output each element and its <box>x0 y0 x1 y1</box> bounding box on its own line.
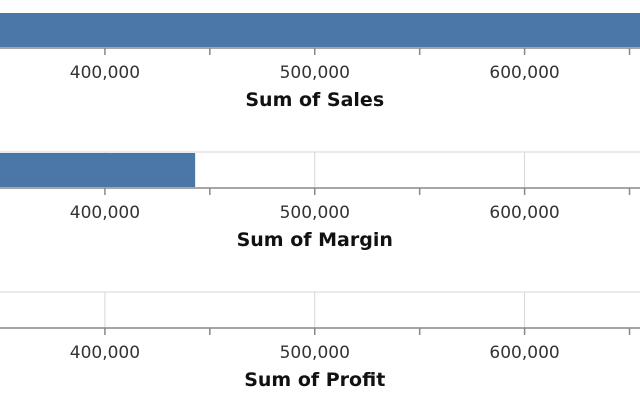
profit-panel: 400,000 500,000 600,000 Sum of Profit <box>0 291 640 391</box>
margin-tick-label-2: 600,000 <box>489 203 559 223</box>
profit-grid <box>0 291 640 328</box>
sales-panel: 400,000 500,000 600,000 Sum of Sales <box>0 13 640 111</box>
sales-axis-title: Sum of Sales <box>245 89 384 111</box>
sales-tick-label-0: 400,000 <box>70 63 140 83</box>
profit-ticks <box>104 328 631 335</box>
profit-tick-label-1: 500,000 <box>280 343 350 363</box>
margin-tick-label-0: 400,000 <box>70 203 140 223</box>
sales-tick-label-1: 500,000 <box>280 63 350 83</box>
sales-bar[interactable] <box>0 13 640 47</box>
margin-axis-title: Sum of Margin <box>237 229 393 251</box>
profit-tick-label-2: 600,000 <box>489 343 559 363</box>
margin-tick-label-1: 500,000 <box>280 203 350 223</box>
margin-bar[interactable] <box>0 153 196 187</box>
sales-tick-label-2: 600,000 <box>489 63 559 83</box>
margin-ticks <box>104 188 631 195</box>
profit-tick-label-0: 400,000 <box>70 343 140 363</box>
margin-panel: 400,000 500,000 600,000 Sum of Margin <box>0 151 640 251</box>
profit-axis-title: Sum of Profit <box>244 369 385 391</box>
sales-ticks <box>104 48 631 55</box>
